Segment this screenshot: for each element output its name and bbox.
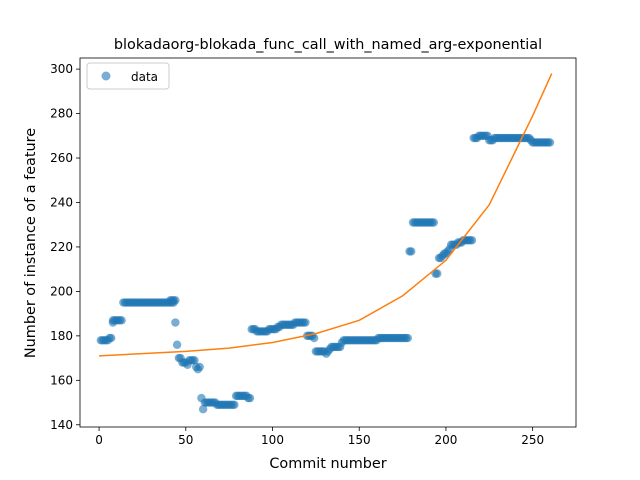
y-tick-label: 240 xyxy=(50,195,73,209)
y-tick-label: 140 xyxy=(50,418,73,432)
data-point xyxy=(198,405,208,414)
legend-label-data: data xyxy=(131,70,158,84)
data-point xyxy=(545,138,555,147)
chart-title: blokadaorg-blokada_func_call_with_named_… xyxy=(114,37,542,53)
axes-frame xyxy=(79,57,577,428)
data-point xyxy=(171,296,180,305)
data-point xyxy=(433,269,442,278)
y-tick-label: 280 xyxy=(50,107,73,121)
data-point xyxy=(429,218,438,227)
y-tick-label: 180 xyxy=(50,329,73,343)
data-point xyxy=(171,318,180,327)
legend: data xyxy=(86,62,170,90)
plot-area: 0 50 100 150 200 250 140 160 180 200 220 240 260 280 3… xyxy=(50,57,577,447)
data-point xyxy=(195,362,204,372)
x-tick-label: 100 xyxy=(261,433,284,447)
data-point xyxy=(190,356,199,365)
data-point xyxy=(172,340,182,349)
x-axis-label: Commit number xyxy=(269,456,386,472)
fit-line xyxy=(99,73,553,357)
y-tick-label: 200 xyxy=(50,284,73,298)
data-point xyxy=(107,333,116,343)
data-point xyxy=(407,247,416,256)
data-point xyxy=(117,316,126,325)
y-axis-label: Number of instance of a feature xyxy=(23,128,39,358)
data-point xyxy=(467,236,477,245)
legend-box xyxy=(86,62,170,90)
data-point xyxy=(301,318,310,327)
data-point xyxy=(309,333,319,343)
data-point xyxy=(403,333,412,343)
y-tick-label: 160 xyxy=(50,373,73,387)
y-tick-label: 300 xyxy=(50,62,73,76)
x-tick-label: 200 xyxy=(434,433,457,447)
legend-marker-data xyxy=(101,71,111,81)
data-point xyxy=(245,393,255,403)
y-tick-label: 220 xyxy=(50,240,73,254)
x-tick-label: 0 xyxy=(95,433,103,447)
data-point xyxy=(230,400,239,409)
x-tick-label: 250 xyxy=(521,433,544,447)
data-point xyxy=(108,318,118,327)
x-tick-label: 150 xyxy=(348,433,371,447)
y-tick-label: 260 xyxy=(50,151,73,165)
x-tick-label: 50 xyxy=(178,433,193,447)
